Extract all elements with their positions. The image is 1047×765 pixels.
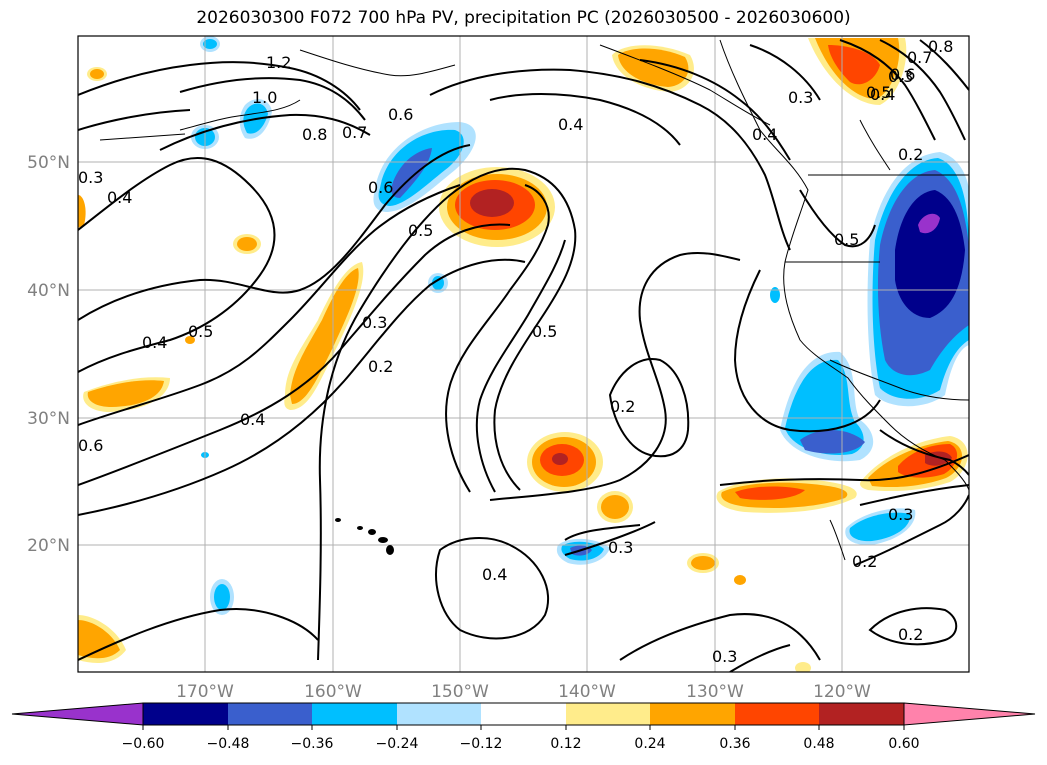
colorbar-tick-label: −0.60 bbox=[122, 736, 165, 752]
colorbar-segment bbox=[819, 703, 904, 725]
colorbar-tick-label: 0.36 bbox=[719, 736, 750, 752]
contour-label: 0.3 bbox=[888, 505, 913, 524]
contour-label: 0.2 bbox=[610, 397, 635, 416]
contour-label: 0.3 bbox=[362, 313, 387, 332]
contour-label: 0.5 bbox=[834, 230, 859, 249]
contour-label: 0.3 bbox=[888, 67, 913, 86]
contour-label: 0.5 bbox=[188, 322, 213, 341]
contour-label: 0.3 bbox=[78, 168, 103, 187]
colorbar-tick-label: 0.24 bbox=[634, 736, 665, 752]
contour-label: 0.2 bbox=[898, 145, 923, 164]
contour-label: 1.2 bbox=[266, 53, 291, 72]
lon-tick-label: 120°W bbox=[813, 682, 871, 702]
lon-tick-label: 150°W bbox=[431, 682, 489, 702]
lat-axis: 50°N 40°N 30°N 20°N bbox=[27, 153, 70, 556]
pv-contours bbox=[78, 39, 969, 672]
colorbar-segment bbox=[650, 703, 735, 725]
map-title: 2026030300 F072 700 hPa PV, precipitatio… bbox=[196, 8, 851, 28]
contour-label: 0.7 bbox=[907, 48, 932, 67]
contour-label: 0.8 bbox=[928, 37, 953, 56]
map-frame bbox=[77, 35, 970, 673]
contour-label: 0.5 bbox=[532, 322, 557, 341]
contour-label: 0.3 bbox=[788, 88, 813, 107]
contour-label: 0.3 bbox=[712, 647, 737, 666]
colorbar-outline bbox=[142, 702, 905, 726]
colorbar-tick-label: 0.12 bbox=[550, 736, 581, 752]
colorbar-extend-low bbox=[11, 702, 144, 726]
contour-label: 0.6 bbox=[78, 436, 103, 455]
contour-label: 0.4 bbox=[107, 188, 132, 207]
contour-label: 0.4 bbox=[142, 333, 167, 352]
lon-tick-label: 160°W bbox=[304, 682, 362, 702]
lon-axis: 170°W 160°W 150°W 140°W 130°W 120°W bbox=[176, 682, 871, 702]
colorbar-tick-label: 0.60 bbox=[888, 736, 919, 752]
contour-label: 0.2 bbox=[852, 552, 877, 571]
islands bbox=[335, 518, 394, 555]
contour-label: 0.5 bbox=[866, 83, 891, 102]
lat-tick-label: 50°N bbox=[27, 153, 70, 173]
contour-labels: 1.2 1.0 0.8 0.7 0.6 0.4 0.3 0.4 0.6 0.5 … bbox=[78, 37, 953, 666]
lon-tick-label: 140°W bbox=[558, 682, 616, 702]
contour-label: 0.8 bbox=[302, 125, 327, 144]
colorbar-tick-label: −0.24 bbox=[376, 736, 419, 752]
colorbar-tick-label: −0.36 bbox=[291, 736, 334, 752]
contour-label: 0.6 bbox=[890, 65, 915, 84]
lon-tick-label: 170°W bbox=[176, 682, 234, 702]
contour-label: 0.6 bbox=[388, 105, 413, 124]
gridlines bbox=[78, 36, 969, 672]
contour-label: 0.4 bbox=[240, 410, 265, 429]
colorbar-segment bbox=[735, 703, 819, 725]
lat-tick-label: 40°N bbox=[27, 281, 70, 301]
colorbar-segment bbox=[481, 703, 566, 725]
colorbar-segment bbox=[312, 703, 397, 725]
lon-tick-label: 130°W bbox=[686, 682, 744, 702]
contour-label: 0.5 bbox=[408, 221, 433, 240]
colorbar-segment bbox=[143, 703, 228, 725]
contour-label: 0.2 bbox=[368, 357, 393, 376]
contour-label: 0.4 bbox=[482, 565, 507, 584]
contour-label: 0.6 bbox=[368, 178, 393, 197]
contour-label: 0.4 bbox=[870, 85, 895, 104]
contour-label: 0.4 bbox=[752, 125, 777, 144]
lat-tick-label: 30°N bbox=[27, 409, 70, 429]
colorbar-tick-label: −0.48 bbox=[207, 736, 250, 752]
contour-label: 0.4 bbox=[558, 115, 583, 134]
colorbar-segment bbox=[228, 703, 312, 725]
colorbar-segment bbox=[397, 703, 481, 725]
colorbar-tick-label: −0.12 bbox=[460, 736, 503, 752]
contour-label: 0.2 bbox=[898, 625, 923, 644]
contour-label: 0.7 bbox=[342, 123, 367, 142]
coastlines bbox=[99, 39, 969, 561]
colorbar-extend-high bbox=[903, 702, 1036, 726]
lat-tick-label: 20°N bbox=[27, 536, 70, 556]
colorbar: −0.60 −0.48 −0.36 −0.24 −0.12 0.12 0.24 … bbox=[11, 702, 1036, 752]
contour-label: 0.3 bbox=[608, 538, 633, 557]
precip-shading bbox=[78, 36, 969, 672]
colorbar-segment bbox=[566, 703, 650, 725]
colorbar-tick-label: 0.48 bbox=[803, 736, 834, 752]
contour-label: 1.0 bbox=[252, 88, 277, 107]
